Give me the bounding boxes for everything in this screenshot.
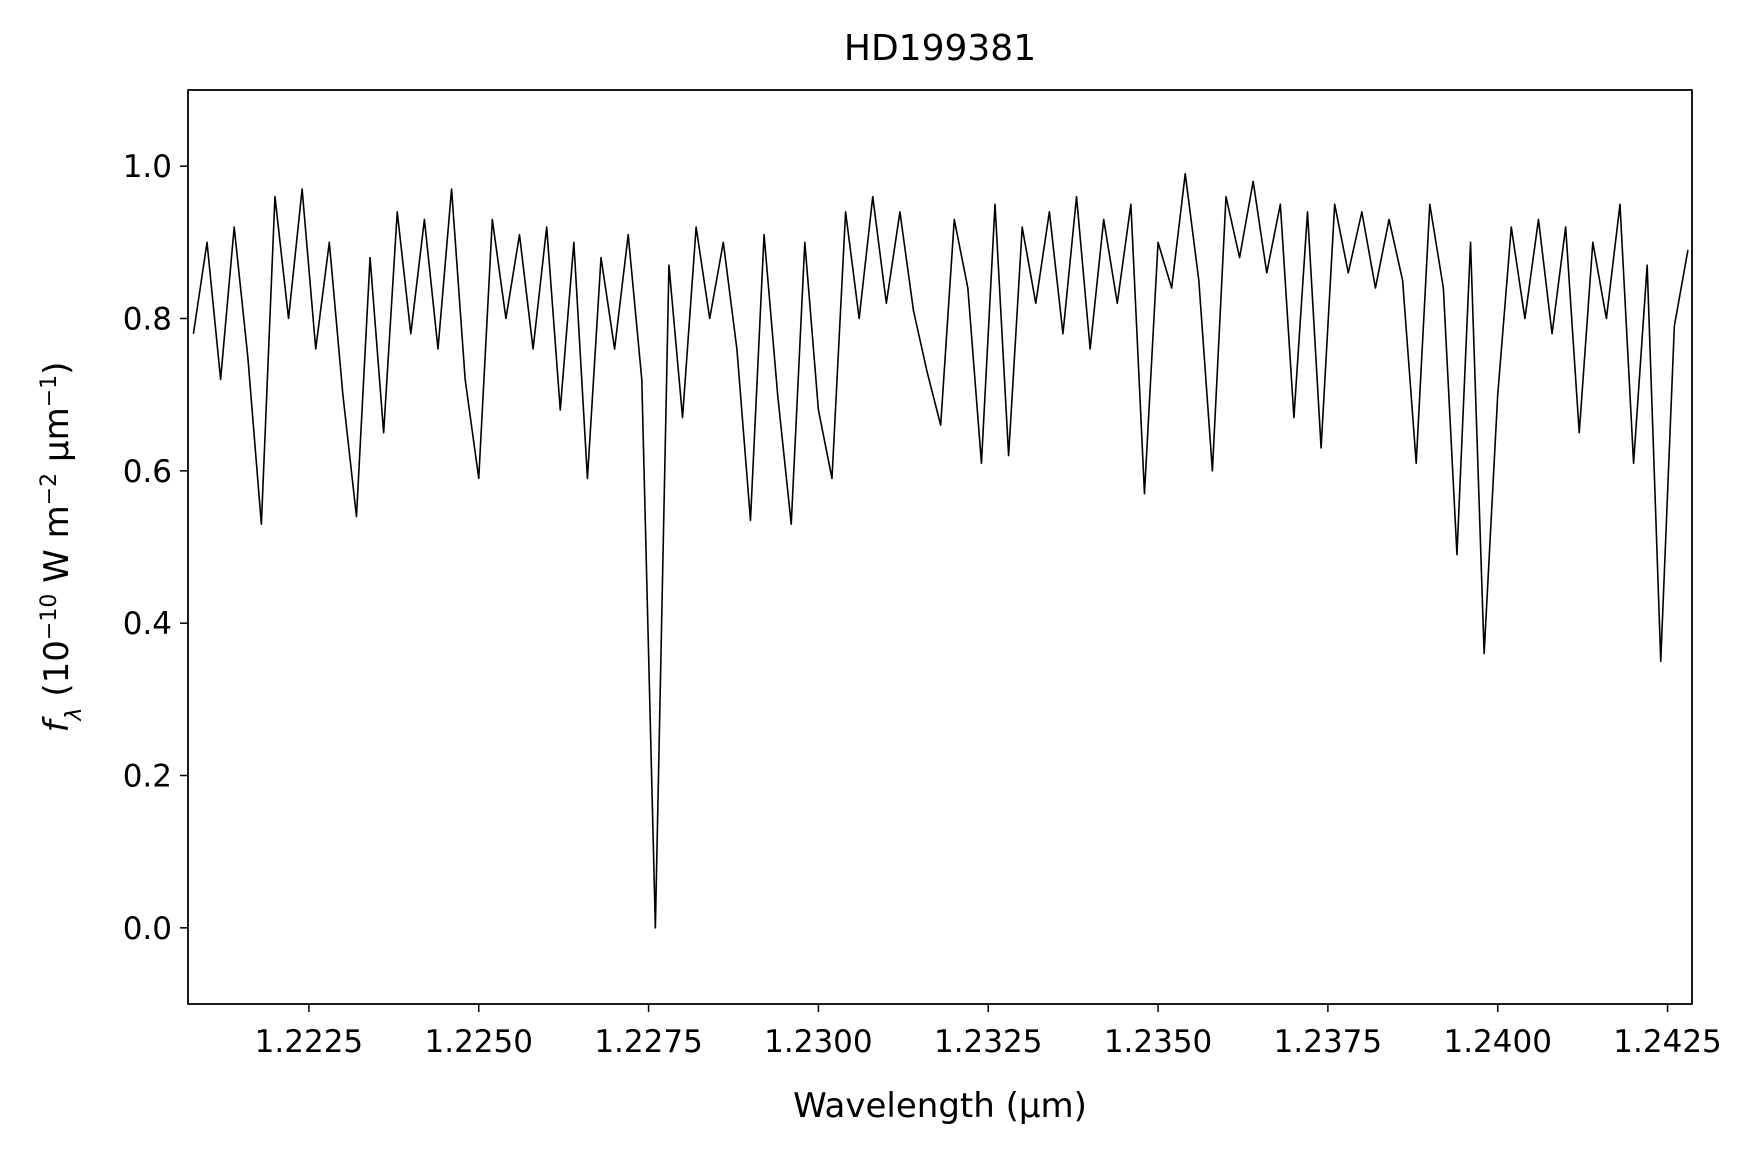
y-axis-label-part: μm	[37, 407, 77, 473]
y-axis-label-part: (10	[37, 640, 77, 707]
y-axis-label-part: )	[37, 362, 77, 375]
x-axis-label: Wavelength (μm)	[793, 1086, 1087, 1126]
x-tick-label: 1.2425	[1613, 1024, 1721, 1060]
chart-title: HD199381	[844, 28, 1036, 69]
y-axis-label-part: W m	[37, 505, 77, 593]
y-tick-label: 0.8	[123, 302, 172, 338]
y-tick-label: 0.6	[123, 454, 172, 490]
x-tick-label: 1.2225	[255, 1024, 363, 1060]
x-tick-label: 1.2250	[425, 1024, 533, 1060]
plot-frame	[187, 89, 1693, 1005]
spectrum-line	[192, 172, 1689, 929]
x-tick-label: 1.2350	[1104, 1024, 1212, 1060]
x-tick-label: 1.2325	[934, 1024, 1042, 1060]
x-tick-label: 1.2275	[594, 1024, 702, 1060]
x-tick-label: 1.2300	[764, 1024, 872, 1060]
y-axis-label-part: −10	[37, 594, 62, 640]
y-tick-label: 0.0	[123, 911, 172, 947]
y-tick-label: 0.4	[123, 606, 172, 642]
y-axis-label-part: −2	[37, 473, 62, 505]
y-tick-label: 0.2	[123, 759, 172, 795]
x-tick-label: 1.2375	[1274, 1024, 1382, 1060]
y-axis-label-part: −1	[37, 375, 62, 407]
y-axis-label-part: λ	[62, 707, 87, 721]
y-axis-label: fλ (10−10 W m−2 μm−1)	[37, 362, 87, 733]
x-tick-label: 1.2400	[1443, 1024, 1551, 1060]
y-tick-label: 1.0	[123, 149, 172, 185]
